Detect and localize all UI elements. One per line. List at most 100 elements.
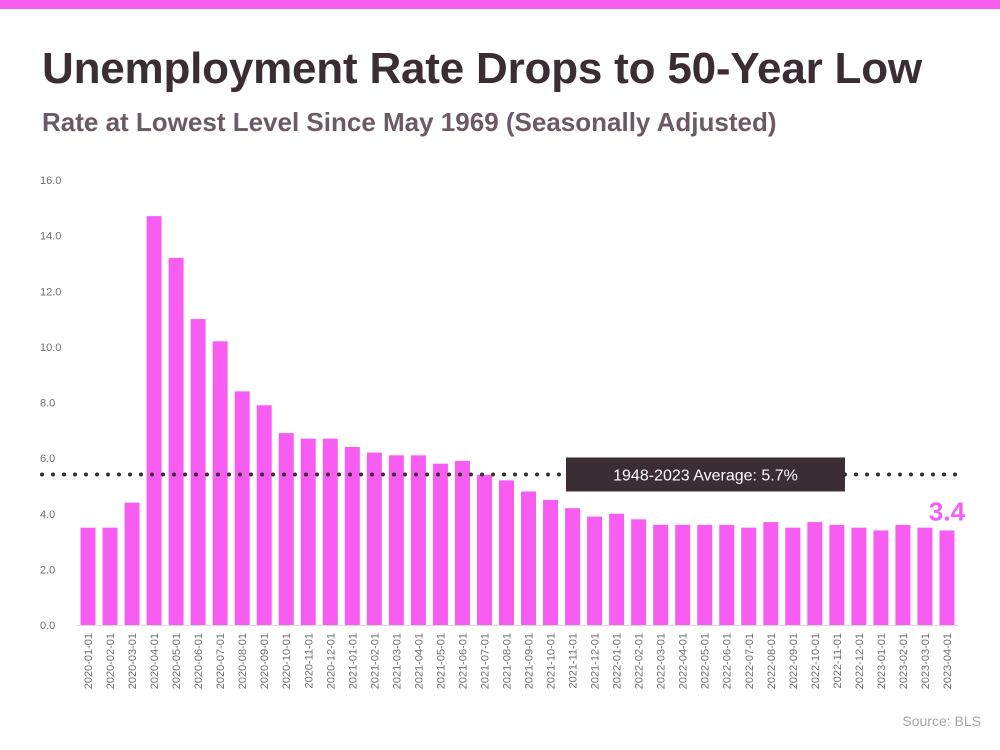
- bar-2022-06-01: [719, 524, 735, 625]
- bar-2020-03-01: [124, 502, 140, 625]
- bar-2020-02-01: [102, 527, 118, 625]
- x-tick-label: 2022-07-01: [744, 633, 756, 689]
- bar-2021-07-01: [476, 474, 492, 625]
- bar-2022-01-01: [609, 513, 625, 625]
- bar-2022-03-01: [653, 524, 669, 625]
- x-tick-label: 2021-08-01: [501, 633, 513, 689]
- x-axis: 2020-01-01 2020-02-01 2020-03-01 2020-04-01…: [77, 625, 958, 689]
- bar-2022-07-01: [741, 527, 757, 625]
- x-tick-label: 2020-12-01: [325, 633, 337, 689]
- x-tick-label: 2020-04-01: [149, 633, 161, 689]
- latest-value-callout: 3.4: [929, 496, 966, 526]
- bar-2020-01-01: [80, 527, 96, 625]
- y-tick-label: 10.0: [40, 342, 61, 354]
- x-tick-label: 2022-10-01: [810, 633, 822, 689]
- x-tick-label: 2022-08-01: [766, 633, 778, 689]
- bar-2021-04-01: [410, 455, 426, 625]
- bar-2022-05-01: [697, 524, 713, 625]
- bar-2022-04-01: [675, 524, 691, 625]
- bar-2021-01-01: [344, 447, 360, 625]
- bar-2020-06-01: [190, 319, 206, 625]
- x-tick-label: 2021-05-01: [435, 633, 447, 689]
- bar-2021-03-01: [388, 455, 404, 625]
- x-tick-label: 2021-06-01: [457, 633, 469, 689]
- y-tick-label: 6.0: [40, 453, 55, 465]
- x-tick-label: 2020-07-01: [215, 633, 227, 689]
- source-note: Source: BLS: [902, 713, 981, 729]
- x-tick-label: 2023-04-01: [942, 633, 954, 689]
- x-tick-label: 2020-02-01: [105, 633, 117, 689]
- bars: [80, 216, 955, 625]
- bar-2021-09-01: [521, 491, 537, 625]
- average-label-box: [566, 457, 845, 492]
- y-tick-label: 0.0: [40, 620, 55, 632]
- x-tick-label: 2021-04-01: [413, 633, 425, 689]
- x-tick-label: 2022-01-01: [612, 633, 624, 689]
- x-tick-label: 2021-01-01: [347, 633, 359, 689]
- chart-title: Unemployment Rate Drops to 50-Year Low: [42, 44, 922, 93]
- bar-2022-10-01: [807, 522, 823, 625]
- bar-2020-05-01: [168, 257, 184, 625]
- bar-2023-02-01: [895, 524, 911, 625]
- x-tick-label: 2021-09-01: [524, 633, 536, 689]
- bar-2022-08-01: [763, 522, 779, 625]
- bar-2020-09-01: [256, 405, 272, 625]
- y-tick-label: 14.0: [40, 231, 61, 243]
- x-tick-label: 2021-02-01: [369, 633, 381, 689]
- x-tick-label: 2021-10-01: [546, 633, 558, 689]
- bar-2022-09-01: [785, 527, 801, 625]
- bar-2021-08-01: [498, 480, 514, 625]
- x-tick-label: 2021-11-01: [568, 633, 580, 688]
- x-tick-label: 2020-10-01: [281, 633, 293, 689]
- top-accent-band: [0, 0, 1000, 9]
- y-axis: 0.0 2.0 4.0 6.0 8.0 10.0 12.0 14.0 16.0: [40, 175, 61, 632]
- bar-2023-04-01: [939, 530, 955, 625]
- bar-2020-10-01: [278, 433, 294, 625]
- average-label: 1948-2023 Average: 5.7%: [613, 467, 798, 484]
- bar-2022-11-01: [829, 524, 845, 625]
- bar-2021-02-01: [366, 452, 382, 625]
- x-tick-label: 2023-02-01: [898, 633, 910, 689]
- x-tick-label: 2022-03-01: [656, 633, 668, 689]
- x-tick-label: 2020-06-01: [193, 633, 205, 689]
- x-tick-label: 2020-08-01: [237, 633, 249, 689]
- x-tick-label: 2021-07-01: [479, 633, 491, 689]
- bar-2020-07-01: [212, 341, 228, 625]
- x-tick-label: 2020-01-01: [83, 633, 95, 689]
- bar-2020-08-01: [234, 391, 250, 625]
- x-tick-label: 2022-06-01: [722, 633, 734, 689]
- x-tick-label: 2022-12-01: [854, 633, 866, 689]
- x-tick-label: 2020-03-01: [127, 633, 139, 689]
- bar-2020-11-01: [300, 438, 316, 625]
- y-tick-label: 4.0: [40, 509, 55, 521]
- bar-2021-12-01: [587, 516, 603, 625]
- x-tick-label: 2020-05-01: [171, 633, 183, 689]
- y-tick-label: 12.0: [40, 286, 61, 298]
- x-tick-label: 2021-03-01: [391, 633, 403, 689]
- bar-2023-03-01: [917, 527, 933, 625]
- bar-2023-01-01: [873, 530, 889, 625]
- x-tick-label: 2023-03-01: [920, 633, 932, 689]
- x-tick-label: 2022-11-01: [832, 633, 844, 688]
- bar-2021-05-01: [432, 463, 448, 625]
- x-tick-label: 2022-02-01: [634, 633, 646, 689]
- bar-2020-12-01: [322, 438, 338, 625]
- x-tick-label: 2020-09-01: [259, 633, 271, 689]
- chart-subtitle: Rate at Lowest Level Since May 1969 (Sea…: [42, 107, 777, 137]
- bar-2021-11-01: [565, 508, 581, 625]
- x-tick-label: 2021-12-01: [590, 633, 602, 689]
- latest-value-label: 3.4: [929, 496, 966, 526]
- bar-2022-02-01: [631, 519, 647, 625]
- y-tick-label: 16.0: [40, 175, 61, 187]
- bar-2021-06-01: [454, 460, 470, 625]
- y-tick-label: 8.0: [40, 398, 55, 410]
- average-reference: 1948-2023 Average: 5.7%: [40, 457, 964, 492]
- x-tick-label: 2022-05-01: [700, 633, 712, 689]
- bar-2020-04-01: [146, 216, 162, 625]
- bar-2021-10-01: [543, 499, 559, 625]
- x-tick-label: 2023-01-01: [876, 633, 888, 689]
- x-tick-label: 2022-04-01: [678, 633, 690, 689]
- x-tick-label: 2020-11-01: [303, 633, 315, 688]
- x-tick-label: 2022-09-01: [788, 633, 800, 689]
